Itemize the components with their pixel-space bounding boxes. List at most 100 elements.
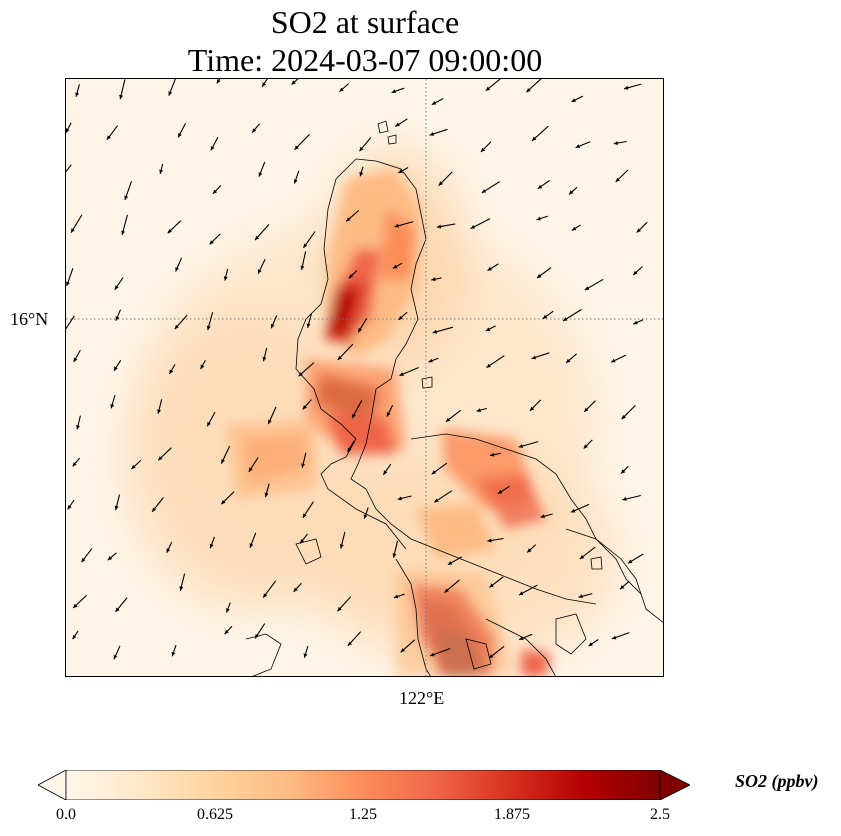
wind-arrow-head <box>571 226 577 231</box>
wind-arrow <box>66 315 75 330</box>
wind-arrow-head <box>302 405 307 410</box>
wind-arrow-head <box>293 179 298 184</box>
wind-arrow-head <box>438 181 443 186</box>
colorbar-tick-0: 0.0 <box>56 806 76 823</box>
wind-arrow-head <box>620 585 625 590</box>
wind-arrow-head <box>221 459 225 464</box>
coastline-island-south <box>465 638 492 670</box>
wind-arrow-head <box>621 469 626 474</box>
wind-arrow-head <box>263 593 268 598</box>
wind-arrow-head <box>271 323 275 329</box>
wind-arrow-head <box>209 543 214 549</box>
wind-arrow-head <box>73 603 78 608</box>
wind-arrow-head <box>583 444 588 449</box>
wind-arrow-head <box>359 171 364 177</box>
wind-arrow-head <box>255 235 260 241</box>
wind-arrow-head <box>179 586 184 591</box>
coastline-islet-north <box>377 120 389 134</box>
colorbar-tick-4: 2.5 <box>650 806 670 823</box>
wind-arrow-head <box>542 314 548 319</box>
wind-arrow-head <box>566 358 571 363</box>
wind-arrow-head <box>392 553 397 558</box>
wind-arrow-head <box>171 651 176 657</box>
wind-arrow-head <box>258 172 263 177</box>
wind-arrow-head <box>485 86 491 91</box>
wind-arrow-head <box>72 634 77 640</box>
wind-arrow-head <box>531 355 537 360</box>
wind-arrow-head <box>66 281 70 286</box>
wind-arrow-head <box>339 544 344 549</box>
wind-arrow-head <box>633 320 638 325</box>
wind-arrow-head <box>158 456 163 461</box>
coastline-south-east <box>485 618 556 676</box>
wind-arrow-head <box>121 230 125 235</box>
wind-arrow-head <box>337 355 342 360</box>
wind-arrow-head <box>399 372 404 376</box>
wind-arrow-head <box>584 407 589 412</box>
wind-arrow-head <box>348 274 354 279</box>
wind-arrow-head <box>386 412 391 417</box>
wind-arrow-head <box>302 513 307 518</box>
wind-arrow-head <box>480 147 486 152</box>
wind-arrow-head <box>579 555 585 559</box>
wind-arrow-head <box>358 327 362 333</box>
wind-arrow-head <box>489 654 494 659</box>
wind-arrow-head <box>393 264 398 269</box>
wind-arrow-head <box>200 364 205 370</box>
wind-arrow-head <box>73 357 78 362</box>
wind-arrow-head <box>252 128 257 133</box>
wind-arrow-head <box>624 85 629 90</box>
wind-arrow-head <box>174 324 179 329</box>
wind-arrow-head <box>303 243 308 248</box>
wind-arrow-head <box>124 195 129 200</box>
wind-arrow-head <box>216 79 221 84</box>
coastline-islet-2 <box>387 134 397 145</box>
wind-arrow-head <box>470 225 476 229</box>
wind-arrow-head <box>157 409 161 414</box>
coastline-island-east <box>555 613 587 655</box>
wind-arrow-head <box>301 463 305 468</box>
wind-arrow-head <box>300 539 305 544</box>
wind-arrow-head <box>529 406 535 411</box>
coastline-island-small <box>295 538 322 565</box>
so2-concentration-field <box>226 169 551 676</box>
wind-arrow-head <box>398 169 403 173</box>
colorbar-tick-1: 0.625 <box>197 806 233 823</box>
wind-arrow-head <box>383 470 388 475</box>
wind-arrow-head <box>115 316 120 321</box>
wind-arrow-head <box>72 462 77 467</box>
wind-arrow-head <box>430 652 435 657</box>
plot-title-line-1: SO2 at surface <box>270 4 460 40</box>
wind-arrow-head <box>152 507 157 512</box>
wind-arrow-head <box>206 325 211 331</box>
wind-arrow-head <box>537 184 543 189</box>
wind-arrow-head <box>431 277 436 282</box>
wind-arrow-head <box>248 467 253 472</box>
wind-arrow-head <box>481 189 487 193</box>
wind-arrow-head <box>485 327 491 331</box>
wind-arrow-head <box>224 629 229 635</box>
wind-arrow-head <box>584 286 590 290</box>
coastlines <box>245 120 663 676</box>
wind-arrow-head <box>359 146 364 152</box>
wind-arrow-head <box>119 94 123 100</box>
map-svg <box>66 79 663 676</box>
colorbar-gradient <box>65 770 661 800</box>
wind-arrow-head <box>532 136 537 141</box>
wind-arrow-head <box>212 189 218 194</box>
wind-arrow-head <box>445 417 451 422</box>
latitude-label: 16°N <box>10 309 49 329</box>
wind-arrow-head <box>262 82 267 87</box>
wind-arrow-head <box>429 132 435 136</box>
wind-arrow-head <box>636 228 641 233</box>
wind-arrow-head <box>571 98 576 102</box>
wind-arrow-head <box>518 444 523 448</box>
wind-arrow-head <box>113 366 118 371</box>
wind-arrow-head <box>537 274 542 278</box>
wind-arrow-head <box>207 421 211 427</box>
wind-arrow-head <box>391 89 396 94</box>
wind-arrow-head <box>570 508 576 513</box>
wind-arrow-head <box>431 470 437 475</box>
wind-arrow-head <box>264 492 269 498</box>
wind-arrow-head <box>487 266 492 271</box>
